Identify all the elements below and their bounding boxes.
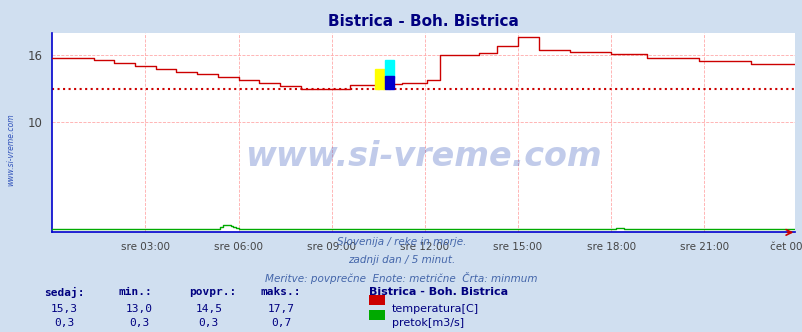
Text: Bistrica - Boh. Bistrica: Bistrica - Boh. Bistrica <box>369 287 508 297</box>
Text: pretok[m3/s]: pretok[m3/s] <box>391 318 464 328</box>
Text: min.:: min.: <box>119 287 152 297</box>
Text: 14,5: 14,5 <box>195 304 222 314</box>
Text: temperatura[C]: temperatura[C] <box>391 304 478 314</box>
Text: 17,7: 17,7 <box>267 304 294 314</box>
Bar <box>384 76 394 89</box>
Text: www.si-vreme.com: www.si-vreme.com <box>6 113 15 186</box>
Text: 15,3: 15,3 <box>51 304 78 314</box>
Bar <box>384 60 394 78</box>
Text: Meritve: povprečne  Enote: metrične  Črta: minmum: Meritve: povprečne Enote: metrične Črta:… <box>265 272 537 284</box>
Text: 0,3: 0,3 <box>128 318 149 328</box>
Text: 0,3: 0,3 <box>198 318 219 328</box>
Text: 13,0: 13,0 <box>125 304 152 314</box>
Text: 0,3: 0,3 <box>54 318 75 328</box>
Text: Slovenija / reke in morje.: Slovenija / reke in morje. <box>336 237 466 247</box>
Text: povpr.:: povpr.: <box>188 287 236 297</box>
Text: 0,7: 0,7 <box>270 318 291 328</box>
Bar <box>375 69 384 89</box>
Text: www.si-vreme.com: www.si-vreme.com <box>245 140 602 173</box>
Text: maks.:: maks.: <box>261 287 301 297</box>
Text: sedaj:: sedaj: <box>44 287 84 298</box>
Text: zadnji dan / 5 minut.: zadnji dan / 5 minut. <box>347 255 455 265</box>
Title: Bistrica - Boh. Bistrica: Bistrica - Boh. Bistrica <box>328 14 518 29</box>
